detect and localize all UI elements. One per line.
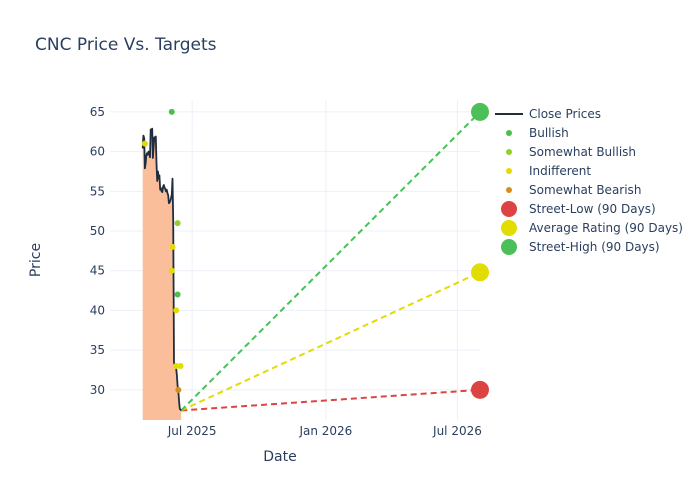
area-layer (142, 128, 182, 420)
rating-point-indifferent (173, 363, 180, 370)
y-tick-label: 50 (90, 224, 105, 238)
points-layer (141, 102, 489, 399)
average-rating-marker (471, 263, 489, 282)
legend-swatch-street-low-90-days (501, 201, 517, 217)
ticks-layer: 30 35 40 45 50 55 60 65 Jul 2025 Jan 2026 Jul 2026 (90, 105, 482, 438)
legend-label-somewhat-bullish: Somewhat Bullish (529, 145, 636, 159)
y-axis-title: Price (28, 243, 44, 277)
x-tick-label: Jul 2026 (432, 424, 482, 438)
rating-point-somewhat-bearish (175, 386, 182, 393)
y-tick-label: 55 (90, 184, 105, 198)
y-tick-label: 40 (90, 303, 105, 317)
x-axis-title: Date (263, 449, 296, 465)
x-tick-label: Jul 2025 (167, 424, 217, 438)
rating-point-bullish (168, 108, 175, 115)
legend: Close Prices Bullish Somewhat Bullish Indif… (495, 107, 683, 255)
street-low-target-line (181, 388, 481, 412)
rating-point-indifferent (177, 363, 184, 370)
rating-point-somewhat-bullish (174, 220, 181, 227)
street-high-marker (471, 102, 489, 121)
legend-label-bullish: Bullish (529, 126, 569, 140)
street-low-marker (471, 380, 489, 399)
average-target-line (180, 271, 481, 412)
lines-layer (141, 111, 481, 412)
y-tick-label: 65 (90, 105, 105, 119)
y-tick-label: 60 (90, 145, 105, 159)
legend-swatch-indifferent (506, 168, 512, 174)
x-tick-label: Jan 2026 (298, 424, 352, 438)
y-tick-label: 30 (90, 383, 105, 397)
legend-swatch-somewhat-bearish (506, 187, 512, 193)
chart-title: CNC Price Vs. Targets (35, 35, 217, 55)
legend-swatch-somewhat-bullish (506, 149, 512, 155)
legend-swatch-bullish (506, 130, 512, 136)
legend-label-close-prices: Close Prices (529, 107, 601, 121)
rating-point-indifferent (173, 307, 180, 314)
legend-label-indifferent: Indifferent (529, 164, 591, 178)
y-tick-label: 35 (90, 343, 105, 357)
street-high-target-line (180, 111, 481, 412)
legend-swatch-street-high-90-days (501, 239, 517, 255)
legend-label-average-rating-90-days: Average Rating (90 Days) (529, 221, 683, 235)
legend-label-somewhat-bearish: Somewhat Bearish (529, 183, 641, 197)
close-price-area (142, 128, 182, 420)
legend-label-street-low-90-days: Street-Low (90 Days) (529, 202, 656, 216)
rating-point-indifferent (168, 267, 175, 274)
rating-point-indifferent (141, 140, 148, 147)
legend-label-street-high-90-days: Street-High (90 Days) (529, 240, 660, 254)
rating-point-bullish (174, 291, 181, 298)
y-tick-label: 45 (90, 264, 105, 278)
rating-point-indifferent (169, 243, 176, 250)
legend-swatch-average-rating-90-days (501, 220, 517, 236)
